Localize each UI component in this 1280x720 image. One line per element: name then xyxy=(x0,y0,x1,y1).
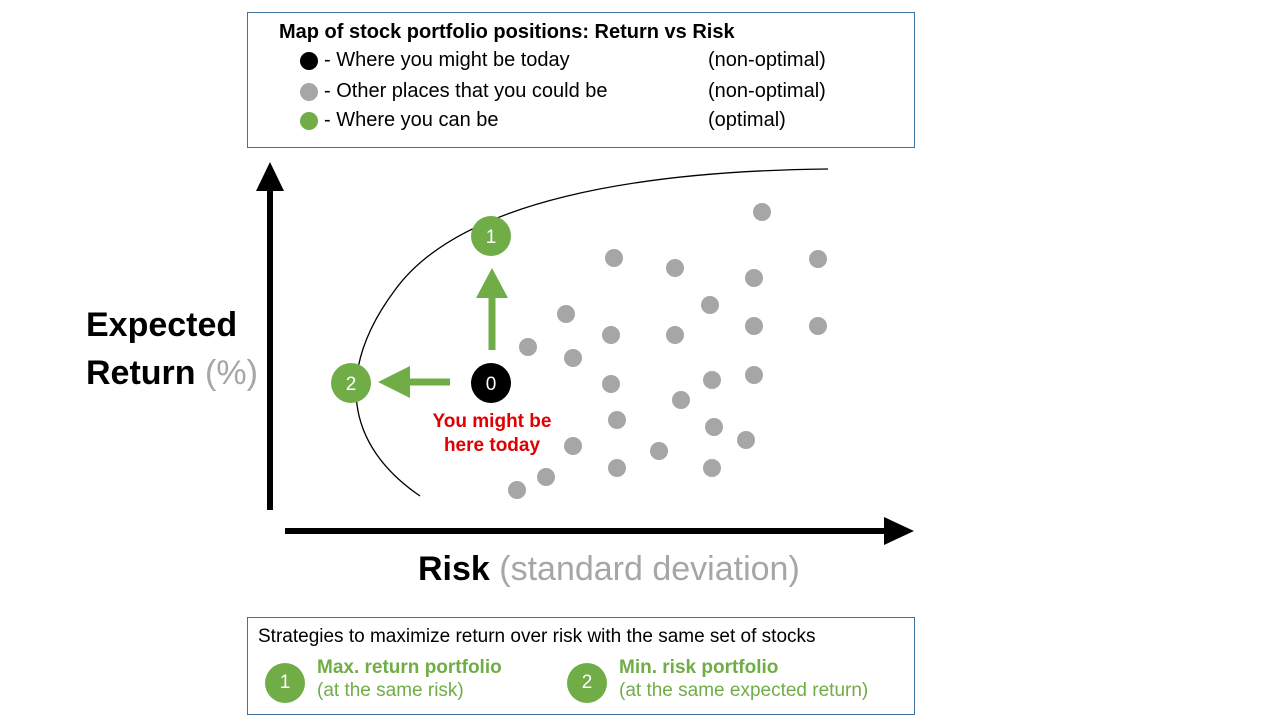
efficient-frontier-curve xyxy=(355,168,829,497)
y-axis-label-line2: Return (%) xyxy=(86,354,258,393)
node-min-risk-label: 2 xyxy=(346,374,357,395)
other-position-point xyxy=(519,338,537,356)
other-position-point xyxy=(745,366,763,384)
other-position-point xyxy=(809,250,827,268)
other-position-point xyxy=(672,391,690,409)
strategy-name-1: Max. return portfolio xyxy=(317,657,502,678)
today-annotation-line2: here today xyxy=(443,435,541,456)
other-position-point xyxy=(557,305,575,323)
other-position-point xyxy=(537,468,555,486)
node-max-return: 1 xyxy=(471,216,511,256)
node-min-risk: 2 xyxy=(331,363,371,403)
y-axis-label-main: Return xyxy=(86,354,196,392)
other-position-point xyxy=(508,481,526,499)
other-position-point xyxy=(745,317,763,335)
y-axis-label-line1: Expected xyxy=(86,306,238,344)
legend-item-label: - Other places that you could be xyxy=(324,80,608,102)
legend-item-tag: (non-optimal) xyxy=(708,80,826,102)
strategy-badge-2: 2 xyxy=(567,663,607,703)
y-axis-arrowhead xyxy=(256,162,284,191)
other-position-point xyxy=(737,431,755,449)
legend-item-label: - Where you can be xyxy=(324,109,499,131)
black-dot-icon xyxy=(300,52,318,70)
node-today-label: 0 xyxy=(486,374,497,395)
today-annotation: You might be here today xyxy=(412,410,572,458)
other-position-point xyxy=(666,326,684,344)
other-positions-group xyxy=(508,203,827,499)
legend-item-tag: (non-optimal) xyxy=(708,49,826,71)
today-annotation-line1: You might be xyxy=(432,411,552,432)
other-position-point xyxy=(605,249,623,267)
x-axis-label: Risk (standard deviation) xyxy=(418,550,800,589)
strategy-box: Strategies to maximize return over risk … xyxy=(247,617,915,715)
legend-item-label: - Where you might be today xyxy=(324,49,570,71)
other-position-point xyxy=(564,437,582,455)
gray-dot-icon xyxy=(300,83,318,101)
other-position-point xyxy=(602,375,620,393)
other-position-point xyxy=(745,269,763,287)
arrow-up-head xyxy=(476,268,508,298)
strategy-sub-1: (at the same risk) xyxy=(317,680,464,701)
strategy-badge-1: 1 xyxy=(265,663,305,703)
other-position-point xyxy=(608,459,626,477)
other-position-point xyxy=(703,371,721,389)
other-position-point xyxy=(650,442,668,460)
legend-box: Map of stock portfolio positions: Return… xyxy=(247,12,915,148)
y-axis-label-unit: (%) xyxy=(205,354,258,392)
other-position-point xyxy=(705,418,723,436)
x-axis-arrowhead xyxy=(884,517,914,545)
other-position-point xyxy=(666,259,684,277)
strategy-name-2: Min. risk portfolio xyxy=(619,657,779,678)
other-position-point xyxy=(602,326,620,344)
other-position-point xyxy=(701,296,719,314)
legend-item-tag: (optimal) xyxy=(708,109,786,131)
strategy-title: Strategies to maximize return over risk … xyxy=(258,626,816,647)
legend-title: Map of stock portfolio positions: Return… xyxy=(279,21,735,43)
other-position-point xyxy=(703,459,721,477)
x-axis-label-unit: (standard deviation) xyxy=(499,550,800,588)
node-max-return-label: 1 xyxy=(486,227,497,248)
arrow-left-head xyxy=(378,366,410,398)
green-dot-icon xyxy=(300,112,318,130)
other-position-point xyxy=(809,317,827,335)
other-position-point xyxy=(564,349,582,367)
strategy-sub-2: (at the same expected return) xyxy=(619,680,869,701)
x-axis-label-main: Risk xyxy=(418,550,490,588)
node-today: 0 xyxy=(471,363,511,403)
other-position-point xyxy=(753,203,771,221)
other-position-point xyxy=(608,411,626,429)
